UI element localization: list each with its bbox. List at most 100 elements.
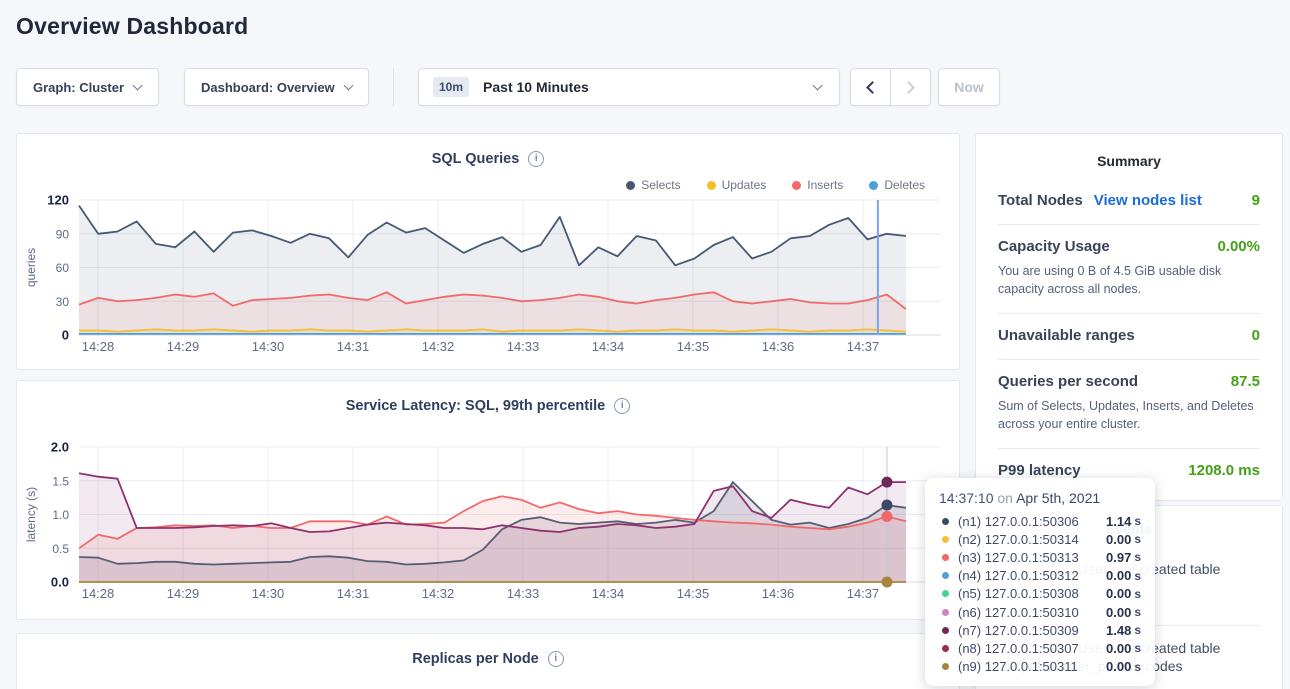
series-dot	[942, 609, 949, 616]
tooltip-row: (n2) 127.0.0.1:503140.00s	[939, 530, 1141, 548]
legend-label: Deletes	[884, 178, 925, 192]
tooltip-value: 0.00	[1106, 586, 1131, 601]
service-latency-card: Service Latency: SQL, 99th percentile i …	[16, 380, 960, 620]
legend-dot	[626, 181, 635, 190]
legend-item-updates[interactable]: Updates	[707, 178, 767, 192]
tooltip-unit: s	[1134, 641, 1141, 655]
service-latency-chart[interactable]: 0.00.51.01.52.014:2814:2914:3014:3114:32…	[17, 441, 961, 611]
tooltip-row: (n4) 127.0.0.1:503120.00s	[939, 567, 1141, 585]
hover-marker-dot	[881, 511, 892, 522]
hover-marker-dot	[881, 477, 892, 488]
tooltip-timestamp: 14:37:10 on Apr 5th, 2021	[939, 490, 1141, 506]
svg-text:1.5: 1.5	[52, 474, 69, 488]
capacity-usage-label: Capacity Usage	[998, 238, 1110, 255]
tooltip-unit: s	[1134, 623, 1141, 637]
sql-queries-card: SQL Queries i SelectsUpdatesInsertsDelet…	[16, 133, 960, 370]
hover-marker-dot	[881, 500, 892, 511]
legend-item-inserts[interactable]: Inserts	[792, 178, 843, 192]
svg-text:14:37: 14:37	[847, 339, 880, 354]
legend-label: Updates	[722, 178, 767, 192]
legend-label: Selects	[641, 178, 680, 192]
svg-text:14:37: 14:37	[847, 586, 880, 601]
chevron-down-icon	[813, 81, 823, 91]
total-nodes-value: 9	[1252, 192, 1260, 209]
tooltip-node-label: (n5) 127.0.0.1:50308	[958, 586, 1106, 601]
svg-text:14:35: 14:35	[677, 586, 710, 601]
summary-heading: Summary	[998, 134, 1260, 179]
svg-text:14:32: 14:32	[422, 339, 455, 354]
sql-legend: Selects Updates Inserts Deletes	[626, 178, 925, 192]
qps-label: Queries per second	[998, 373, 1138, 390]
info-icon[interactable]: i	[614, 398, 630, 414]
tooltip-node-label: (n3) 127.0.0.1:50313	[958, 550, 1106, 565]
svg-text:14:29: 14:29	[167, 586, 200, 601]
tooltip-value: 0.00	[1106, 532, 1131, 547]
dashboard-dropdown[interactable]: Dashboard: Overview	[184, 68, 369, 106]
tooltip-row: (n1) 127.0.0.1:503061.14s	[939, 512, 1141, 530]
svg-text:14:28: 14:28	[82, 586, 115, 601]
summary-row-qps: Queries per second 87.5 Sum of Selects, …	[998, 360, 1260, 449]
svg-text:14:34: 14:34	[592, 339, 625, 354]
hover-marker-dot	[881, 577, 892, 588]
qps-description: Sum of Selects, Updates, Inserts, and De…	[998, 397, 1260, 433]
dashboard-dropdown-label: Dashboard: Overview	[201, 80, 335, 95]
qps-value: 87.5	[1231, 373, 1260, 390]
p99-latency-value: 1208.0 ms	[1188, 462, 1260, 479]
svg-text:14:28: 14:28	[82, 339, 115, 354]
tooltip-unit: s	[1134, 532, 1141, 546]
legend-item-selects[interactable]: Selects	[626, 178, 680, 192]
tooltip-value: 1.14	[1106, 514, 1131, 529]
tooltip-value: 0.97	[1106, 550, 1131, 565]
view-nodes-list-link[interactable]: View nodes list	[1094, 192, 1202, 209]
svg-text:14:36: 14:36	[762, 339, 795, 354]
tooltip-node-label: (n6) 127.0.0.1:50310	[958, 605, 1106, 620]
tooltip-row: (n9) 127.0.0.1:503110.00s	[939, 658, 1141, 676]
now-button[interactable]: Now	[938, 68, 1000, 106]
legend-item-deletes[interactable]: Deletes	[869, 178, 925, 192]
series-dot	[942, 518, 949, 525]
svg-text:14:34: 14:34	[592, 586, 625, 601]
svg-text:0.5: 0.5	[52, 542, 69, 556]
tooltip-node-label: (n2) 127.0.0.1:50314	[958, 532, 1106, 547]
chevron-down-icon	[343, 80, 353, 90]
unavailable-ranges-value: 0	[1252, 327, 1260, 344]
unavailable-ranges-label: Unavailable ranges	[998, 327, 1135, 344]
controls-divider	[393, 68, 394, 106]
svg-text:1.0: 1.0	[52, 508, 69, 522]
svg-text:14:29: 14:29	[167, 339, 200, 354]
tooltip-unit: s	[1134, 550, 1141, 564]
info-icon[interactable]: i	[528, 151, 544, 167]
series-dot	[942, 627, 949, 634]
svg-text:14:33: 14:33	[507, 339, 540, 354]
tooltip-node-label: (n4) 127.0.0.1:50312	[958, 568, 1106, 583]
series-dot	[942, 536, 949, 543]
capacity-usage-value: 0.00%	[1217, 238, 1260, 255]
time-range-label: Past 10 Minutes	[483, 79, 589, 95]
svg-text:0.0: 0.0	[51, 575, 69, 590]
tooltip-unit: s	[1134, 514, 1141, 528]
svg-text:60: 60	[56, 261, 70, 275]
time-range-dropdown[interactable]: 10m Past 10 Minutes	[418, 68, 840, 106]
summary-panel: Summary Total Nodes View nodes list 9 Ca…	[975, 133, 1283, 501]
svg-text:30: 30	[56, 295, 70, 309]
tooltip-unit: s	[1134, 605, 1141, 619]
series-dot	[942, 663, 949, 670]
svg-text:0: 0	[62, 328, 69, 343]
chevron-left-icon	[866, 81, 879, 94]
svg-text:14:36: 14:36	[762, 586, 795, 601]
graph-dropdown[interactable]: Graph: Cluster	[16, 68, 159, 106]
svg-text:latency (s): latency (s)	[24, 487, 38, 542]
legend-dot	[869, 181, 878, 190]
time-forward-button[interactable]	[890, 68, 931, 106]
time-back-button[interactable]	[850, 68, 891, 106]
tooltip-node-label: (n9) 127.0.0.1:50311	[958, 659, 1106, 674]
series-dot	[942, 554, 949, 561]
tooltip-value: 0.00	[1106, 605, 1131, 620]
hover-tooltip: 14:37:10 on Apr 5th, 2021 (n1) 127.0.0.1…	[925, 478, 1155, 686]
info-icon[interactable]: i	[548, 651, 564, 667]
sql-queries-chart[interactable]: 030609012014:2814:2914:3014:3114:3214:33…	[17, 194, 961, 364]
svg-text:14:32: 14:32	[422, 586, 455, 601]
svg-text:14:35: 14:35	[677, 339, 710, 354]
svg-text:90: 90	[56, 227, 70, 241]
tooltip-value: 0.00	[1106, 641, 1131, 656]
